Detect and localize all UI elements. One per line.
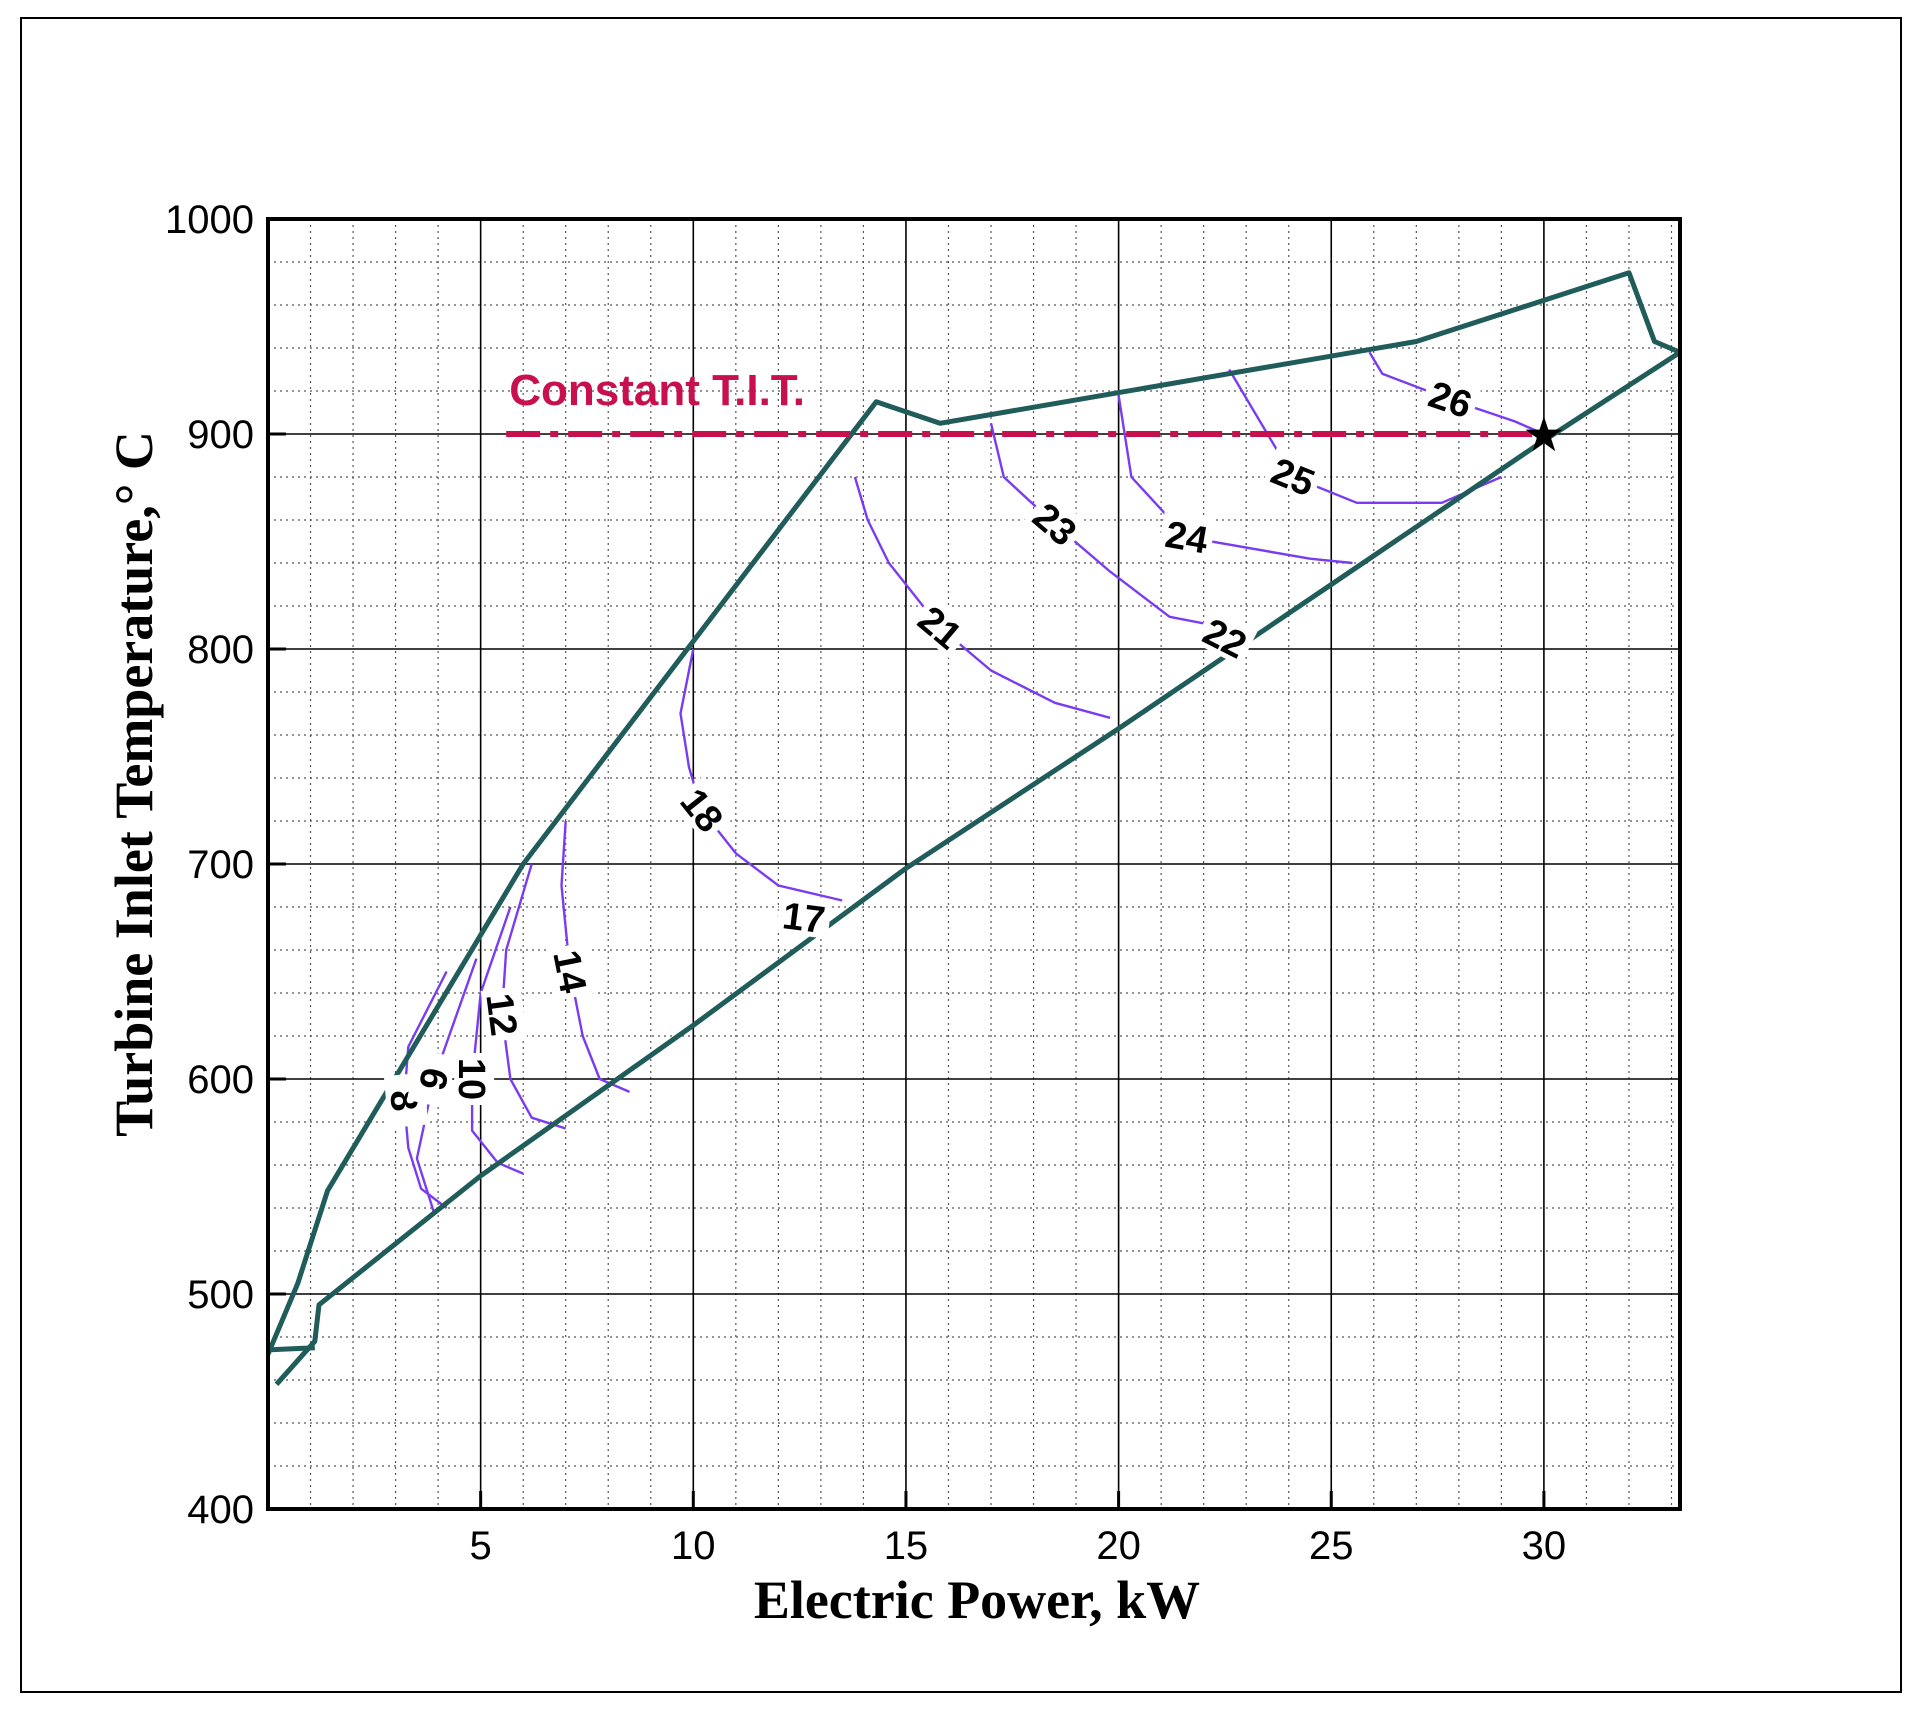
- x-tick-label: 25: [1309, 1524, 1354, 1568]
- y-tick-label: 900: [187, 413, 254, 457]
- contour-label-bg: [908, 593, 975, 659]
- contour-label-bg: [775, 892, 833, 939]
- contour-line-18: [679, 648, 843, 902]
- contour-label-group: 9: [406, 1048, 458, 1109]
- axis-ticks: 5 10 15 20 25 30 400 500 600 700 800 900 1000: [165, 198, 1566, 1568]
- contour-label-10: 10: [450, 1058, 492, 1100]
- contour-label-bg: [1419, 370, 1482, 425]
- contour-label-group: 22: [1193, 606, 1259, 668]
- contour-label-group: 24: [1157, 511, 1217, 563]
- y-tick-label: 800: [187, 628, 254, 672]
- y-tick-label: 400: [187, 1488, 254, 1532]
- boundary-left-segment: [267, 1345, 315, 1353]
- contour-label-group: 17: [775, 892, 833, 942]
- contour-label-bg: [671, 776, 736, 842]
- contour-label-bg: [1023, 490, 1089, 555]
- envelope-boundary: [265, 270, 1682, 1386]
- contour-label-18: 18: [671, 781, 730, 840]
- x-tick-label: 5: [470, 1524, 492, 1568]
- boundary-upper: [265, 270, 1681, 1356]
- x-axis-title: Electric Power, kW: [754, 1570, 1200, 1630]
- contour-label-22: 22: [1196, 611, 1253, 668]
- contour-label-bg: [454, 1053, 495, 1105]
- contour-line-23: [989, 423, 1226, 629]
- design-point-star: ★: [1522, 407, 1565, 463]
- contour-label-group: 21: [908, 593, 975, 659]
- contour-label-group: 10: [450, 1053, 495, 1105]
- constant-tit-label: Constant T.I.T.: [509, 366, 805, 415]
- contour-label-group: 26: [1419, 370, 1482, 427]
- contour-line-25: [1228, 368, 1502, 504]
- contour-label-14: 14: [544, 947, 593, 997]
- figure-frame: [20, 17, 1902, 1693]
- contour-label-bg: [1193, 606, 1259, 667]
- contour-label-17: 17: [780, 895, 827, 942]
- contour-label-bg: [1262, 446, 1326, 504]
- contour-label-bg: [480, 985, 528, 1043]
- contour-line-12: [500, 863, 567, 1130]
- x-tick-label: 20: [1096, 1524, 1141, 1568]
- y-axis-title: Turbine Inlet Temperature,° C: [104, 431, 164, 1137]
- y-tick-label: 1000: [165, 198, 254, 242]
- contour-label-bg: [1157, 511, 1217, 560]
- contour-label-24: 24: [1162, 514, 1211, 563]
- boundary-lower: [274, 350, 1682, 1386]
- contour-label-group: 18: [671, 776, 736, 842]
- x-tick-label: 15: [884, 1524, 929, 1568]
- contour-label-bg: [547, 941, 597, 1001]
- contour-label-group: 14: [544, 941, 597, 1001]
- y-tick-label: 500: [187, 1273, 254, 1317]
- x-tick-label: 30: [1522, 1524, 1567, 1568]
- y-tick-label: 700: [187, 843, 254, 887]
- contour-line-14: [560, 820, 630, 1094]
- x-tick-label: 10: [671, 1524, 716, 1568]
- contour-lines: [402, 351, 1545, 1213]
- contour-label-group: 25: [1262, 446, 1326, 505]
- contour-label-12: 12: [477, 991, 524, 1038]
- y-tick-label: 600: [187, 1058, 254, 1102]
- contour-label-bg: [406, 1048, 457, 1109]
- contour-label-group: 12: [477, 985, 528, 1043]
